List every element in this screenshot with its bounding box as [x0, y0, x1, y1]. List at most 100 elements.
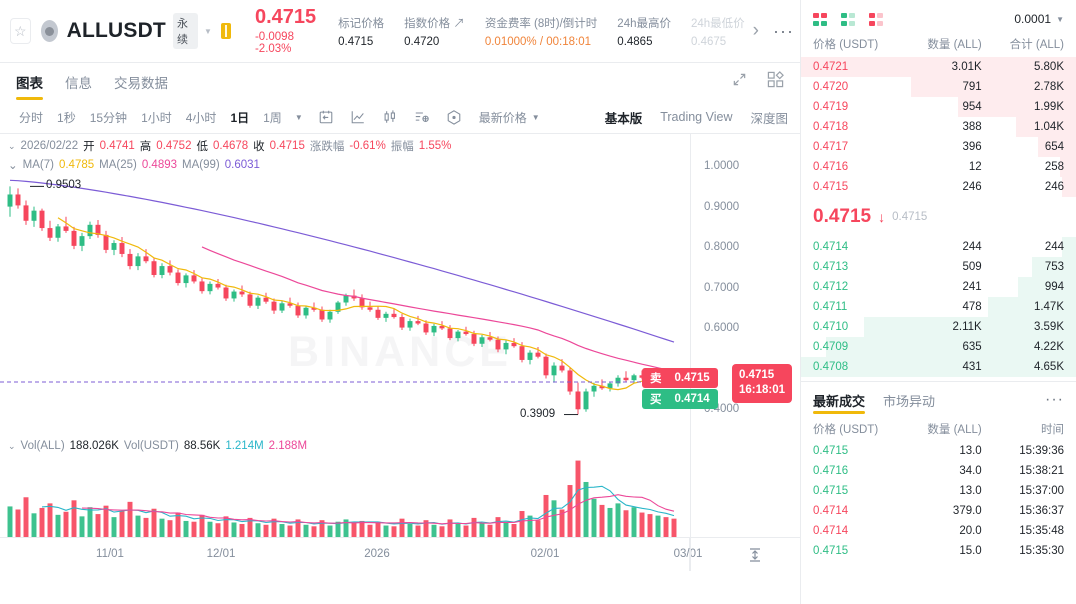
buy-price: 0.4714	[674, 392, 710, 405]
price-axis[interactable]: 1.00000.90000.80000.70000.60000.400010M5…	[690, 134, 800, 571]
interval-分时[interactable]: 分时	[19, 110, 44, 125]
col-price: 价格 (USDT)	[813, 424, 879, 436]
symbol-dropdown-icon[interactable]: ▼	[203, 26, 212, 36]
orderbook-panel: 0.0001 ▼ 价格 (USDT) 数量 (ALL) 合计 (ALL) 0.4…	[800, 0, 1076, 604]
orderbook-row[interactable]: 0.4712 241 994	[801, 277, 1076, 297]
orderbook-row[interactable]: 0.4719 954 1.99K	[801, 97, 1076, 117]
orderbook-row[interactable]: 0.4708 431 4.65K	[801, 357, 1076, 377]
col-time: 时间	[1041, 424, 1064, 436]
orderbook-row[interactable]: 0.4717 396 654	[801, 137, 1076, 157]
interval-1日[interactable]: 1日	[230, 110, 250, 125]
sell-label: 卖	[650, 372, 662, 385]
contract-type-tag: 永续	[172, 13, 198, 49]
orderbook-row[interactable]: 0.4709 635 4.22K	[801, 337, 1076, 357]
depth-bar	[825, 337, 1076, 357]
cell-amount: 954	[962, 101, 982, 113]
open-value: 0.4741	[99, 140, 135, 152]
mid-price: 0.4715	[813, 206, 872, 227]
orderbook-row[interactable]: 0.4721 3.01K 5.80K	[801, 57, 1076, 77]
trade-row: 0.4715 13.0 15:39:36	[801, 441, 1076, 461]
indicators-icon[interactable]	[413, 108, 431, 126]
price-tick: 0.6000	[704, 322, 740, 334]
close-label: 收	[253, 141, 265, 153]
orderbook-row[interactable]: 0.4720 791 2.78K	[801, 77, 1076, 97]
price-mode-selector[interactable]: 最新价格 ▼	[479, 109, 540, 126]
orderbook-row[interactable]: 0.4710 2.11K 3.59K	[801, 317, 1076, 337]
tab-info[interactable]: 信息	[65, 76, 92, 91]
orderbook-row[interactable]: 0.4713 509 753	[801, 257, 1076, 277]
ma25-value: 0.4893	[141, 159, 178, 171]
orderbook-row[interactable]: 0.4718 388 1.04K	[801, 117, 1076, 137]
stat-value: 0.4865	[617, 35, 653, 48]
interval-15分钟[interactable]: 15分钟	[89, 110, 128, 125]
price-chart[interactable]: BINANCE ⌄ 2026/02/22 开 0.4741 高 0.4752 低…	[0, 134, 800, 571]
chart-view-selector: 基本版 Trading View 深度图	[605, 108, 788, 127]
vol-all-value: 188.026K	[69, 440, 119, 452]
trade-row: 0.4715 13.0 15:37:00	[801, 481, 1076, 501]
time-axis[interactable]: 11/01 12/01 2026 02/01 03/01	[0, 537, 800, 571]
settings-target-icon[interactable]	[445, 108, 463, 126]
stat-1: 指数价格 ↗ 0.4720	[404, 15, 465, 48]
orderbook-row[interactable]: 0.4716 12 258	[801, 157, 1076, 177]
line-chart-icon[interactable]	[349, 108, 367, 126]
ohlc-legend: ⌄ 2026/02/22 开 0.4741 高 0.4752 低 0.4678 …	[8, 138, 451, 154]
high-value: 0.4752	[156, 140, 192, 152]
volume-collapse-icon[interactable]: ⌄	[8, 440, 16, 451]
cell-amount: 246	[962, 181, 982, 193]
stat-0: 标记价格 0.4715	[338, 15, 384, 48]
cell-total: 3.59K	[1033, 321, 1064, 333]
cell-price: 0.4716	[813, 161, 849, 173]
ohlc-collapse-icon[interactable]: ⌄	[8, 140, 16, 151]
favorite-star-icon[interactable]: ☆	[10, 18, 31, 44]
interval-1小时[interactable]: 1小时	[141, 110, 172, 125]
time-tick: 03/01	[673, 548, 703, 560]
view-tradingview[interactable]: Trading View	[660, 110, 733, 124]
ma99-label: MA(99)	[182, 159, 220, 171]
orderbook-columns: 价格 (USDT) 数量 (ALL) 合计 (ALL)	[801, 34, 1076, 57]
ma-collapse-icon[interactable]: ⌄	[8, 160, 18, 172]
interval-4小时[interactable]: 4小时	[185, 110, 217, 125]
view-basic[interactable]: 基本版	[604, 111, 643, 126]
stats-more-icon[interactable]: ···	[773, 20, 794, 41]
last-price: 0.4715	[254, 6, 317, 28]
arrow-down-icon: ↓	[878, 209, 886, 225]
low-value: 0.4678	[212, 140, 249, 152]
candlestick-icon[interactable]	[381, 108, 399, 126]
orderbook-row[interactable]: 0.4714 244 244	[801, 237, 1076, 257]
contract-info-icon[interactable]	[220, 23, 231, 39]
symbol-name[interactable]: ALLUSDT	[66, 19, 166, 42]
stat-3: 24h最高价 0.4865	[617, 15, 671, 48]
calendar-icon[interactable]	[317, 108, 335, 126]
coin-logo-icon	[40, 20, 58, 42]
vol-ma-cyan: 1.214M	[225, 440, 264, 452]
tab-recent-trades[interactable]: 最新成交	[813, 382, 866, 418]
stat-value: 0.4720	[404, 35, 440, 48]
tick-size-selector[interactable]: 0.0001 ▼	[1014, 12, 1064, 26]
depth-bar	[1018, 277, 1076, 297]
book-bids-icon[interactable]	[841, 12, 856, 26]
more-intervals-icon[interactable]: ▼	[294, 112, 303, 122]
stats-next-icon[interactable]: ›	[752, 20, 759, 41]
expand-icon[interactable]	[732, 72, 747, 92]
tab-chart[interactable]: 图表	[16, 64, 43, 100]
layout-grid-icon[interactable]	[767, 71, 784, 93]
cell-amount: 791	[962, 81, 982, 93]
interval-1周[interactable]: 1周	[263, 110, 282, 125]
col-amount: 数量 (ALL)	[927, 39, 982, 51]
view-depth[interactable]: 深度图	[750, 111, 788, 126]
interval-1秒[interactable]: 1秒	[57, 110, 76, 125]
cell-total: 1.47K	[1033, 301, 1064, 313]
tab-market-activity[interactable]: 市场异动	[883, 393, 936, 409]
orderbook-row[interactable]: 0.4711 478 1.47K	[801, 297, 1076, 317]
book-both-icon[interactable]	[813, 12, 828, 26]
depth-bar	[1062, 177, 1076, 197]
chart-tab-bar: 图表 信息 交易数据	[0, 63, 800, 101]
time-tick: 02/01	[530, 548, 560, 560]
trades-more-icon[interactable]: ···	[1045, 391, 1064, 408]
cell-total: 4.65K	[1033, 361, 1064, 373]
book-asks-icon[interactable]	[869, 12, 884, 26]
axis-scale-icon[interactable]	[748, 547, 762, 568]
stat-value: 0.4675	[690, 35, 727, 48]
orderbook-row[interactable]: 0.4715 246 246	[801, 177, 1076, 197]
tab-trade-data[interactable]: 交易数据	[114, 76, 168, 91]
